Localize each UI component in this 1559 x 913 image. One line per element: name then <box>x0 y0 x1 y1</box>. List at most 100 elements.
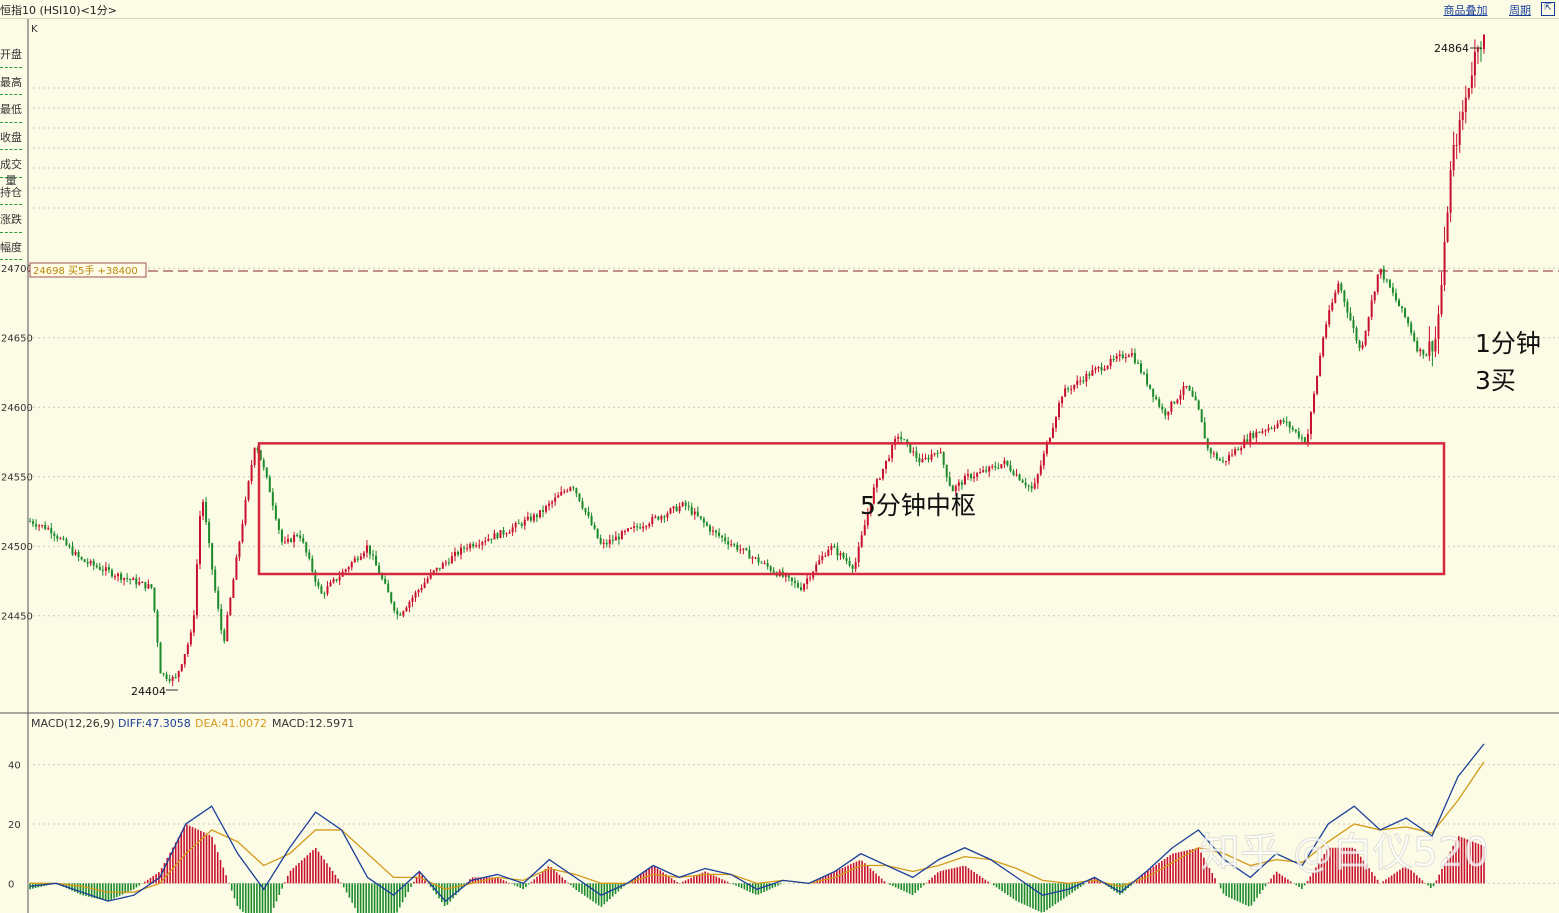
macd-tick-label: 40 <box>8 761 21 772</box>
candle-body <box>420 587 423 591</box>
candle-body <box>1048 437 1051 444</box>
candle-body <box>1067 388 1070 390</box>
candle-body <box>760 562 763 564</box>
candle-body <box>994 466 997 468</box>
candle-body <box>517 523 520 525</box>
candle-body <box>89 561 92 564</box>
candle-body <box>939 452 942 454</box>
candle-body <box>1483 34 1485 50</box>
candle-body <box>350 562 353 568</box>
candle-body <box>824 555 827 557</box>
candle-body <box>845 558 848 561</box>
candle-body <box>1064 388 1067 397</box>
candle-body <box>593 524 596 529</box>
candle-body <box>1322 337 1325 356</box>
title-bar: 恒指10 (HSI10)<1分> 商品叠加 周期 ⇱ <box>0 0 1559 19</box>
candle-body <box>1149 384 1152 389</box>
candle-body <box>405 607 408 612</box>
candle-body <box>429 572 432 579</box>
candle-body <box>1458 119 1461 145</box>
candle-body <box>44 525 47 530</box>
candle-body <box>839 553 842 556</box>
candle-body <box>623 530 626 532</box>
candle-body <box>563 491 566 493</box>
candle-body <box>113 576 116 578</box>
candle-body <box>1404 308 1407 318</box>
candle-body <box>708 525 711 532</box>
candle-body <box>742 548 745 550</box>
candle-body <box>678 506 681 512</box>
candle-body <box>1036 474 1039 484</box>
candle-body <box>186 644 189 655</box>
candle-body <box>985 470 988 472</box>
candle-body <box>1130 353 1133 356</box>
candle-body <box>147 584 150 589</box>
candle-body <box>973 476 976 479</box>
candle-body <box>1133 353 1136 363</box>
commodity-overlay-link[interactable]: 商品叠加 <box>1443 4 1488 17</box>
candle-body <box>414 592 417 598</box>
candle-body <box>229 597 232 616</box>
candle-body <box>1352 320 1355 329</box>
sidebar-item-percent[interactable]: 幅度 <box>0 233 22 260</box>
watermark: 知乎 @白仪520 <box>1200 830 1489 876</box>
candle-body <box>1079 380 1082 382</box>
candle-body <box>1033 483 1036 489</box>
candle-body <box>942 452 945 465</box>
candle-body <box>1224 460 1227 462</box>
candle-body <box>1097 366 1100 369</box>
candle-body <box>50 528 53 534</box>
candle-body <box>1158 399 1161 407</box>
sidebar-item-change[interactable]: 涨跌 <box>0 205 22 233</box>
candle-body <box>1109 358 1112 366</box>
candle-body <box>1361 344 1364 349</box>
candle-body <box>666 513 669 518</box>
sidebar-item-low[interactable]: 最低 <box>0 95 22 123</box>
sidebar-item-open[interactable]: 开盘 <box>0 40 22 68</box>
candle-body <box>827 549 830 556</box>
candle-body <box>1058 403 1061 418</box>
candlestick-series <box>29 34 1485 687</box>
candle-body <box>247 481 250 500</box>
candle-body <box>375 555 378 566</box>
restore-icon[interactable]: ⇱ <box>1541 2 1555 16</box>
candle-body <box>1212 453 1215 455</box>
candle-body <box>970 474 973 479</box>
candle-body <box>1073 384 1076 390</box>
period-link[interactable]: 周期 <box>1509 4 1531 17</box>
candle-body <box>141 581 144 583</box>
candle-body <box>320 586 323 594</box>
candle-body <box>1379 268 1382 275</box>
candle-body <box>721 535 724 538</box>
candle-body <box>842 553 845 559</box>
candle-body <box>1325 324 1328 338</box>
sidebar-item-volume[interactable]: 成交量 <box>0 150 22 187</box>
candle-body <box>1452 145 1455 171</box>
candle-body <box>584 508 587 512</box>
candle-body <box>329 582 332 587</box>
price-tick-label: 24550 <box>1 473 33 484</box>
candle-body <box>120 573 123 580</box>
candle-body <box>1267 428 1270 431</box>
order-tag[interactable] <box>29 262 147 278</box>
candle-body <box>56 536 59 539</box>
candle-body <box>1431 341 1434 352</box>
sidebar-item-close[interactable]: 收盘 <box>0 123 22 150</box>
candle-body <box>423 582 426 588</box>
macd-params-label: MACD(12,26,9) <box>31 717 115 730</box>
price-tick-labels: 24450 24500 24550 24600 24650 24700 <box>1 264 33 623</box>
macd-gridlines <box>28 764 1559 884</box>
candle-body <box>881 468 884 479</box>
candle-body <box>1288 421 1291 428</box>
candle-body <box>693 511 696 515</box>
candle-body <box>727 541 730 545</box>
candle-body <box>626 528 629 531</box>
candle-body <box>608 539 611 545</box>
candle-body <box>526 516 529 520</box>
sidebar-item-high[interactable]: 最高 <box>0 68 22 95</box>
candle-body <box>636 526 639 528</box>
candle-body <box>274 505 277 520</box>
sidebar-item-open-interest[interactable]: 持仓 <box>0 178 22 205</box>
toolbar-links: 商品叠加 周期 <box>1426 2 1532 18</box>
candle-body <box>581 501 584 509</box>
